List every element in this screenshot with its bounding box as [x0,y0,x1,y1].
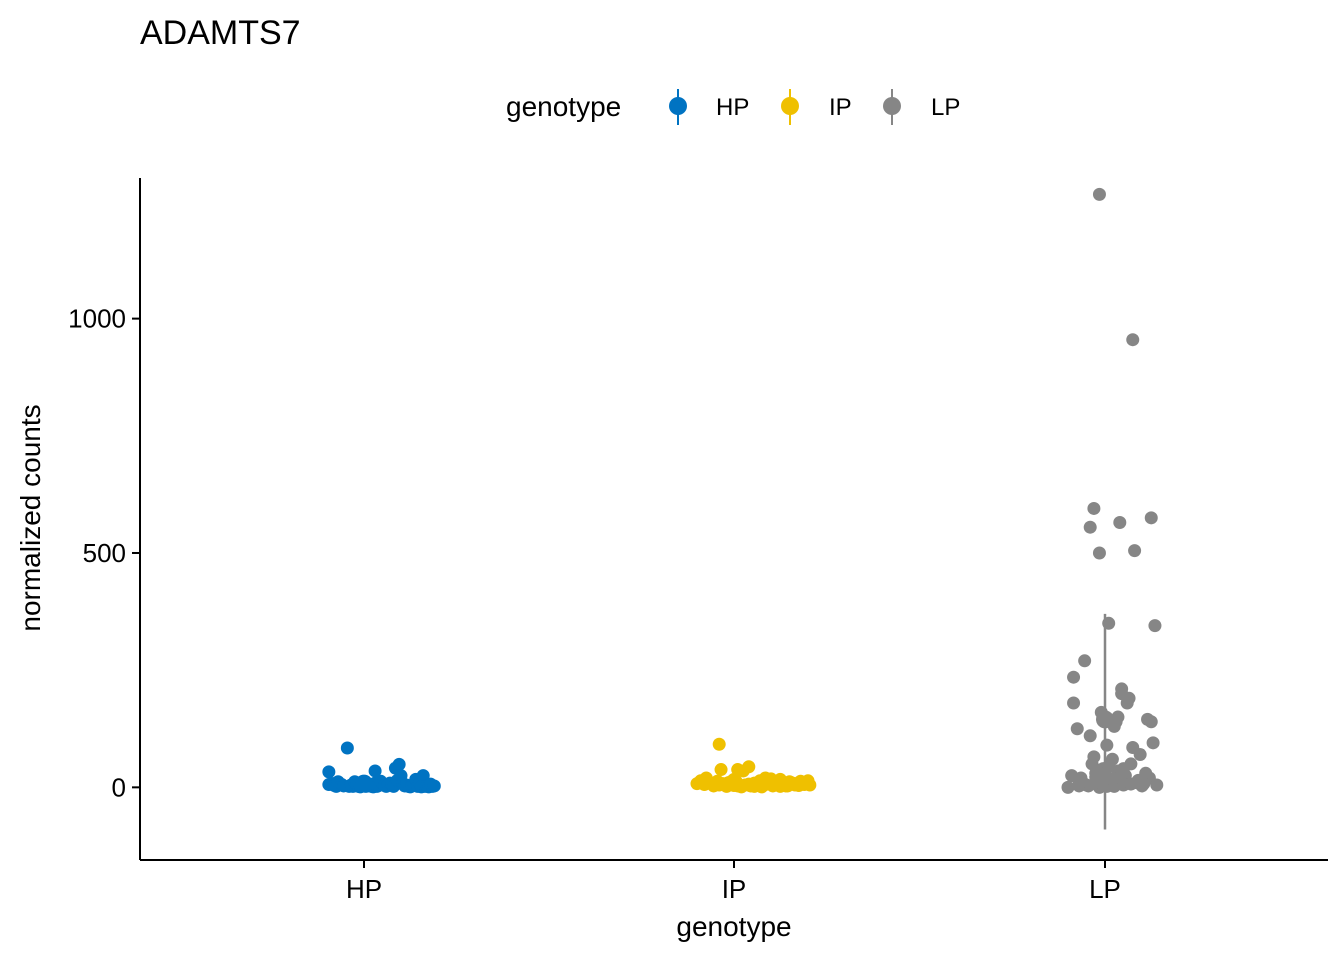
chart-title: ADAMTS7 [140,14,301,52]
plot-marks [322,187,1164,830]
point-hp-0 [322,765,336,779]
legend-entry-ip: IP [781,89,852,125]
point-lp-10 [1083,520,1097,534]
x-axis-title: genotype [676,911,791,942]
point-lp-63 [1124,777,1138,791]
point-lp-14 [1087,501,1101,515]
point-lp-44 [1124,757,1138,771]
y-tick-label-0: 0 [112,772,126,802]
x-tick-label-ip: IP [722,874,747,904]
point-lp-59 [1148,619,1162,633]
point-ip-49 [803,778,817,792]
point-lp-66 [1135,775,1149,789]
summary-mean-ip [725,773,743,792]
legend-lp-marker [883,97,901,115]
y-tick-label-1000: 1000 [68,304,126,334]
point-lp-0 [1061,780,1075,794]
point-lp-35 [1111,710,1125,724]
x-tick-label-lp: LP [1089,874,1121,904]
point-lp-50 [1133,748,1147,762]
point-lp-68 [1089,770,1103,784]
point-hp-8 [340,741,354,755]
legend-hp-marker [669,97,687,115]
legend-lp-label: LP [931,94,960,121]
point-ip-31 [714,763,728,777]
point-hp-36 [392,757,406,771]
point-lp-31 [1105,752,1119,766]
point-lp-8 [1078,654,1092,668]
x-tick-label-hp: HP [346,874,382,904]
point-lp-24 [1100,738,1114,752]
point-lp-69 [1115,767,1129,781]
axes: 0 500 1000 HP IP LP [68,178,1328,904]
point-lp-11 [1083,729,1097,743]
point-lp-2 [1067,670,1081,684]
y-axis-title: normalized counts [15,404,46,631]
point-lp-45 [1126,333,1140,347]
y-tick-label-500: 500 [83,538,126,568]
series-ip [690,737,817,794]
legend-hp-label: HP [716,94,749,121]
point-lp-56 [1144,511,1158,525]
point-lp-37 [1113,516,1127,530]
point-hp-23 [368,764,382,778]
series-hp [322,741,441,794]
legend-ip-label: IP [829,94,852,121]
point-lp-43 [1122,691,1136,705]
legend-entry-hp: HP [669,89,749,125]
point-ip-30 [712,737,726,751]
point-lp-4 [1070,722,1084,736]
series-lp [1061,187,1164,830]
point-lp-58 [1146,736,1160,750]
legend-title: genotype [506,91,621,122]
point-lp-18 [1092,546,1106,560]
point-lp-13 [1087,750,1101,764]
point-lp-65 [1072,777,1086,791]
point-hp-49 [416,769,430,783]
point-lp-60 [1150,778,1164,792]
point-ip-35 [742,760,756,774]
point-lp-47 [1128,544,1142,558]
point-hp-55 [427,779,441,793]
legend-entry-lp: LP [883,89,960,125]
point-lp-3 [1067,696,1081,710]
point-lp-57 [1144,715,1158,729]
summary-mean-hp [355,774,373,793]
legend-ip-marker [781,97,799,115]
summary-mean-lp [1096,710,1114,729]
point-lp-39 [1115,682,1129,696]
point-lp-30 [1092,187,1106,201]
legend: genotype HP IP LP [506,89,960,125]
